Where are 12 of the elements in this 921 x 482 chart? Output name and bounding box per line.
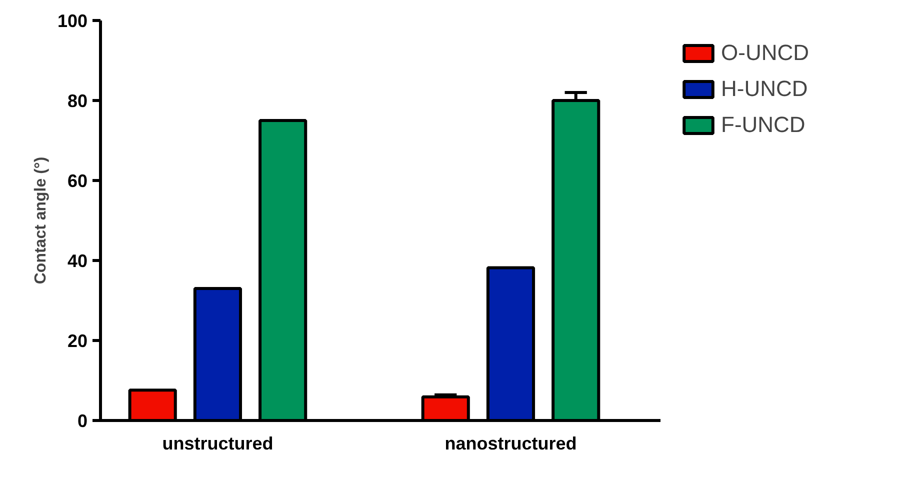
legend-label: O-UNCD xyxy=(721,40,809,66)
y-axis-title: Contact angle (°) xyxy=(32,156,50,284)
x-tick-label: nanostructured xyxy=(444,434,577,454)
x-tick-label: unstructured xyxy=(162,434,274,454)
y-tick-label: 80 xyxy=(67,91,88,111)
y-tick-label: 100 xyxy=(57,11,88,31)
y-tick-label: 60 xyxy=(67,171,88,191)
y-tick-label: 20 xyxy=(67,331,88,351)
y-tick-label: 40 xyxy=(67,251,88,271)
legend-label: H-UNCD xyxy=(721,76,808,102)
y-tick-label: 0 xyxy=(77,411,88,431)
legend-label: F-UNCD xyxy=(721,112,806,138)
